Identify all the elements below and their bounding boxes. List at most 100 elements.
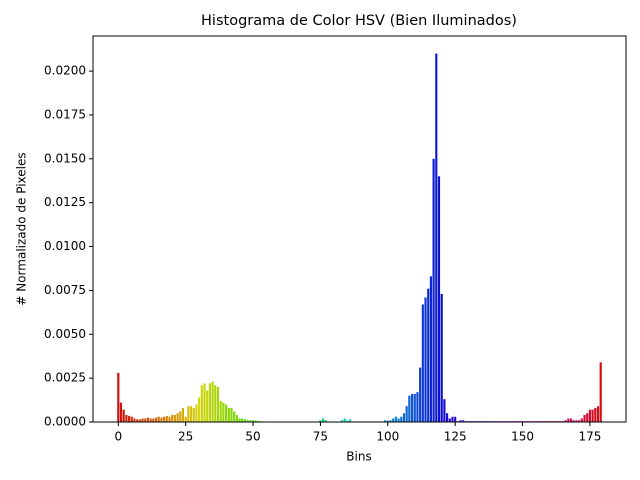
bar xyxy=(454,416,457,422)
bar xyxy=(575,420,578,422)
bar xyxy=(168,416,171,422)
y-axis-label: # Normalizado de Pixeles xyxy=(15,152,29,305)
bar xyxy=(235,414,238,422)
bar xyxy=(176,413,179,422)
bar xyxy=(405,406,408,422)
bar xyxy=(416,392,419,422)
bar xyxy=(233,411,236,422)
bar xyxy=(133,418,136,422)
bar xyxy=(206,390,209,422)
bar xyxy=(165,415,168,422)
bar xyxy=(173,414,176,422)
bar xyxy=(208,383,212,422)
bar xyxy=(443,399,446,422)
bar xyxy=(440,293,443,422)
bar xyxy=(163,416,166,422)
bar xyxy=(410,393,414,422)
bar xyxy=(596,406,600,422)
bar xyxy=(216,386,220,422)
bar xyxy=(246,420,249,422)
bar xyxy=(451,416,454,422)
bar xyxy=(195,404,198,422)
bar xyxy=(125,414,128,422)
bar xyxy=(184,416,187,422)
y-tick-label: 0.0175 xyxy=(44,107,86,121)
bar xyxy=(130,416,133,422)
bar xyxy=(198,397,201,422)
bar xyxy=(119,402,123,422)
bar xyxy=(340,420,344,422)
y-tick-label: 0.0150 xyxy=(44,151,86,165)
bar xyxy=(146,417,150,422)
bar xyxy=(227,407,230,422)
bar xyxy=(249,420,252,422)
x-tick-label: 125 xyxy=(444,430,467,444)
y-tick-label: 0.0100 xyxy=(44,239,86,253)
bar xyxy=(567,418,570,422)
bar xyxy=(448,418,451,422)
x-tick-label: 175 xyxy=(578,430,601,444)
bar xyxy=(432,158,435,422)
bar xyxy=(437,176,441,422)
x-tick-label: 0 xyxy=(114,430,122,444)
bar xyxy=(459,420,462,422)
bar xyxy=(402,413,406,422)
bar xyxy=(578,420,581,422)
bar xyxy=(591,409,594,422)
bar xyxy=(200,385,203,422)
bar xyxy=(138,419,141,422)
bar xyxy=(144,418,147,422)
bar xyxy=(211,381,214,422)
bar xyxy=(241,418,244,422)
bar xyxy=(152,418,155,422)
bar xyxy=(421,304,424,422)
x-tick-label: 150 xyxy=(511,430,534,444)
bar xyxy=(424,297,427,422)
chart-title: Histograma de Color HSV (Bien Iluminados… xyxy=(201,13,517,29)
bar xyxy=(128,415,131,422)
bar xyxy=(179,411,182,422)
bar xyxy=(181,407,185,422)
bar xyxy=(583,414,586,422)
y-tick-label: 0.0025 xyxy=(44,371,86,385)
bar xyxy=(446,413,449,422)
bar xyxy=(238,418,241,422)
y-tick-label: 0.0050 xyxy=(44,327,86,341)
bar xyxy=(586,413,589,422)
bar xyxy=(408,395,411,422)
bar xyxy=(117,372,120,422)
bar xyxy=(394,416,397,422)
x-tick-label: 75 xyxy=(313,430,328,444)
bar xyxy=(214,385,217,422)
bar xyxy=(594,407,597,422)
y-tick-label: 0.0200 xyxy=(44,64,86,78)
bar xyxy=(569,418,573,422)
x-tick-label: 25 xyxy=(178,430,193,444)
bar xyxy=(251,420,255,422)
bar xyxy=(343,418,346,422)
bar xyxy=(599,362,602,422)
bar xyxy=(324,420,327,422)
bar xyxy=(157,416,160,422)
bar xyxy=(149,418,152,422)
bar xyxy=(222,402,225,422)
bar xyxy=(419,367,422,422)
bar xyxy=(225,404,228,422)
bar xyxy=(588,409,591,422)
bar xyxy=(171,414,174,422)
bar xyxy=(154,417,158,422)
bar xyxy=(187,406,190,422)
bar xyxy=(348,419,352,422)
x-axis-label: Bins xyxy=(346,450,371,464)
bar xyxy=(136,419,139,422)
bar xyxy=(122,409,125,422)
bar xyxy=(346,420,349,422)
bar xyxy=(427,288,430,422)
bar xyxy=(564,420,567,422)
bar xyxy=(230,407,233,422)
bar xyxy=(322,418,325,422)
y-tick-label: 0.0125 xyxy=(44,195,86,209)
x-tick-label: 100 xyxy=(376,430,399,444)
x-tick-label: 50 xyxy=(245,430,260,444)
